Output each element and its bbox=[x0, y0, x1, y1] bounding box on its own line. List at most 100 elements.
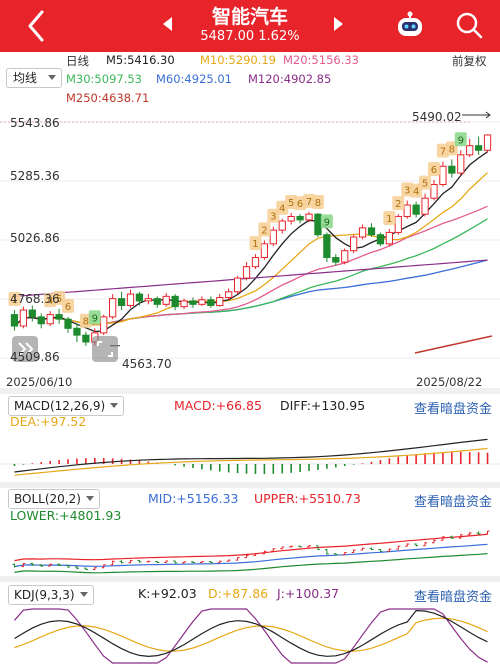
candle bbox=[278, 220, 286, 231]
search-icon[interactable] bbox=[454, 10, 484, 40]
candle bbox=[189, 300, 197, 305]
svg-text:1: 1 bbox=[11, 295, 17, 306]
ma-selector-button[interactable]: 均线 bbox=[6, 68, 62, 88]
kdj-chart[interactable] bbox=[0, 604, 500, 668]
boll-selector-button[interactable]: BOLL(20,2) bbox=[8, 489, 100, 509]
td-sequence-label: 2 bbox=[392, 196, 405, 211]
td-sequence-label: 1 bbox=[249, 236, 262, 251]
svg-text:4: 4 bbox=[47, 296, 53, 307]
kdj-selector-button[interactable]: KDJ(9,3,3) bbox=[8, 585, 94, 605]
candle bbox=[144, 298, 152, 302]
boll-chart[interactable] bbox=[0, 524, 500, 576]
svg-text:7: 7 bbox=[440, 147, 446, 158]
adjust-label[interactable]: 前复权 bbox=[452, 54, 487, 68]
macd-header: MACD(12,26,9) MACD:+66.85 DIFF:+130.95 查… bbox=[0, 395, 500, 417]
fullscreen-icon[interactable] bbox=[92, 336, 118, 362]
date-end: 2025/08/22 bbox=[416, 375, 483, 389]
dark-pool-link[interactable]: 查看暗盘资金 bbox=[413, 495, 492, 510]
kdj-j-line bbox=[14, 608, 488, 664]
candle bbox=[287, 215, 295, 222]
prev-stock-icon[interactable] bbox=[160, 15, 176, 33]
ma250-line bbox=[414, 335, 493, 354]
ma250-value: M250:4638.71 bbox=[66, 91, 150, 105]
dark-pool-link[interactable]: 查看暗盘资金 bbox=[413, 402, 492, 417]
candle bbox=[82, 334, 90, 343]
candle bbox=[367, 227, 376, 236]
boll-upper-value: UPPER:+5510.73 bbox=[254, 491, 361, 506]
kdj-d-value: D:+87.86 bbox=[208, 586, 269, 601]
dea-value: DEA:+97.52 bbox=[10, 414, 87, 429]
candle bbox=[100, 316, 108, 334]
chevron-down-icon bbox=[79, 592, 88, 597]
td-sequence-label: 9 bbox=[454, 132, 467, 147]
svg-text:5: 5 bbox=[422, 179, 428, 190]
header-bar: 智能汽车 5487.00 1.62% bbox=[0, 0, 500, 52]
candle bbox=[28, 309, 36, 318]
ma5-line bbox=[14, 151, 488, 333]
boll-lower-line bbox=[14, 553, 488, 574]
diff-value: DIFF:+130.95 bbox=[280, 398, 366, 413]
chevron-down-icon bbox=[48, 75, 56, 80]
divider bbox=[0, 388, 500, 394]
td-sequence-label: 6 bbox=[427, 161, 440, 176]
svg-text:3: 3 bbox=[270, 212, 276, 223]
ma5-value: M5:5416.30 bbox=[106, 53, 175, 67]
svg-text:5: 5 bbox=[56, 294, 62, 305]
boll-selector-label: BOLL(20,2) bbox=[14, 492, 81, 506]
ma20-line bbox=[14, 205, 488, 327]
arrow-right-icon bbox=[485, 111, 491, 119]
candle bbox=[466, 145, 474, 156]
svg-text:9: 9 bbox=[324, 217, 330, 228]
next-stock-icon[interactable] bbox=[330, 15, 346, 33]
candle bbox=[46, 314, 54, 325]
candle bbox=[260, 243, 269, 259]
candle bbox=[207, 299, 215, 306]
candle bbox=[332, 257, 340, 263]
diff-line bbox=[14, 438, 488, 473]
candle bbox=[55, 314, 63, 320]
dark-pool-link[interactable]: 查看暗盘资金 bbox=[413, 590, 492, 605]
svg-text:8: 8 bbox=[83, 317, 89, 328]
boll-mid-value: MID:+5156.33 bbox=[148, 491, 239, 506]
candle bbox=[225, 291, 233, 298]
candle bbox=[430, 184, 438, 199]
boll-mid-line bbox=[14, 543, 488, 568]
td-sequence-label: 1 bbox=[383, 211, 396, 226]
boll-upper-line bbox=[14, 533, 488, 562]
macd-chart[interactable] bbox=[0, 430, 500, 482]
candle bbox=[251, 257, 260, 268]
ma120-line bbox=[14, 259, 488, 297]
candle bbox=[126, 293, 135, 306]
svg-text:9: 9 bbox=[458, 135, 464, 146]
td-sequence-label: 2 bbox=[258, 222, 271, 237]
kdj-d-line bbox=[14, 617, 488, 652]
ma10-line bbox=[14, 172, 488, 327]
boll-header: BOLL(20,2) MID:+5156.33 UPPER:+5510.73 查… bbox=[0, 488, 500, 510]
svg-text:3: 3 bbox=[404, 185, 410, 196]
candle bbox=[109, 298, 117, 318]
expand-icon[interactable] bbox=[12, 336, 38, 362]
robot-assistant-icon[interactable] bbox=[394, 10, 426, 42]
svg-text:7: 7 bbox=[306, 197, 312, 208]
td-sequence-label: 9 bbox=[320, 214, 333, 229]
candle bbox=[153, 298, 161, 305]
dea-line bbox=[14, 447, 488, 476]
ma60-value: M60:4925.01 bbox=[156, 72, 232, 86]
candle bbox=[358, 227, 367, 238]
svg-text:1: 1 bbox=[252, 239, 258, 250]
back-arrow-icon[interactable] bbox=[22, 6, 52, 46]
y-axis-label: 5026.86 bbox=[10, 231, 60, 245]
td-sequence-label: 1 bbox=[8, 292, 21, 307]
y-axis-label: 5543.86 bbox=[10, 116, 60, 130]
date-start: 2025/06/10 bbox=[6, 375, 73, 389]
candle bbox=[474, 145, 483, 151]
candle bbox=[19, 309, 28, 327]
ma10-value: M10:5290.19 bbox=[200, 53, 276, 67]
svg-text:8: 8 bbox=[449, 144, 455, 155]
divider bbox=[0, 576, 500, 582]
td-sequence-label: 8 bbox=[311, 195, 324, 210]
macd-selector-button[interactable]: MACD(12,26,9) bbox=[8, 396, 125, 416]
candle bbox=[73, 327, 81, 336]
candle bbox=[457, 154, 465, 174]
